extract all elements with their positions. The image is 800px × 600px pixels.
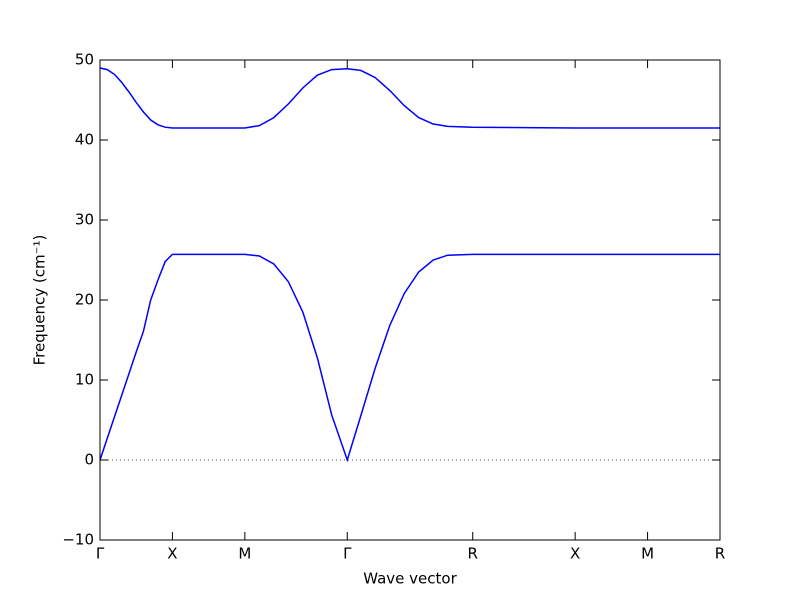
plot-frame	[99, 59, 721, 541]
x-tick-label: Γ	[343, 545, 352, 563]
x-tick-label: R	[468, 545, 478, 563]
x-tick-label: X	[167, 545, 177, 563]
y-tick-label: 20	[75, 291, 94, 309]
y-tick-label: −10	[62, 531, 94, 549]
y-tick-label: 0	[84, 451, 94, 469]
y-tick-label: 50	[75, 51, 94, 69]
y-tick-label: 40	[75, 131, 94, 149]
x-tick-label: M	[641, 545, 654, 563]
x-tick-label: Γ	[96, 545, 105, 563]
band-line	[99, 253, 720, 463]
y-tick-label: 30	[75, 211, 94, 229]
y-tick-label: 10	[75, 371, 94, 389]
x-tick-label: M	[238, 545, 251, 563]
band-line	[99, 67, 720, 129]
x-axis-label: Wave vector	[363, 570, 457, 588]
y-axis-label: Frequency (cm⁻¹)	[31, 235, 49, 366]
x-tick-label: X	[570, 545, 580, 563]
x-tick-label: R	[715, 545, 725, 563]
